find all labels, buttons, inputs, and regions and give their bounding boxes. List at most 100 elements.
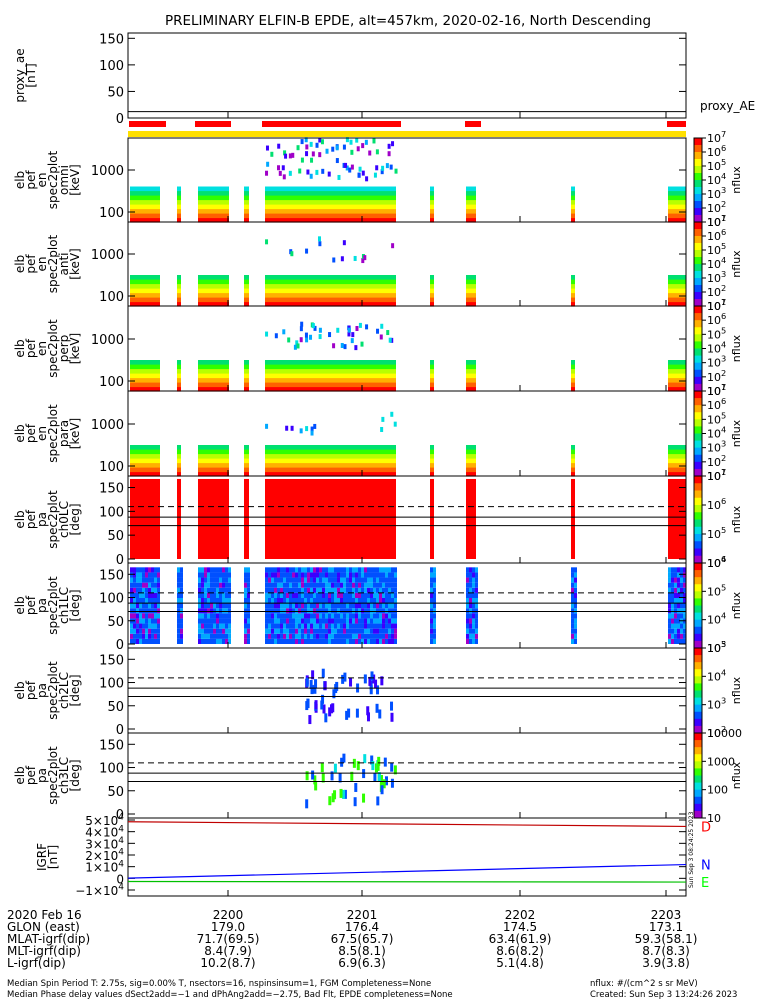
spectrogram-band — [130, 449, 160, 455]
pa-cell — [271, 587, 274, 593]
pa-cell — [177, 597, 180, 604]
pa-cell — [340, 608, 343, 614]
tick-label: 100 — [99, 375, 124, 390]
pa-cell — [316, 608, 319, 614]
colorbar-cell — [694, 405, 702, 413]
pa-cell — [382, 618, 385, 624]
pa-cell — [433, 623, 436, 629]
tick-label: 105 — [707, 582, 726, 598]
scatter-pixel — [360, 341, 364, 347]
pa-cell — [157, 597, 160, 604]
spectrogram-band — [265, 458, 396, 464]
pa-cell — [364, 638, 367, 644]
colorbar-cell — [694, 591, 702, 599]
pa-cell — [358, 623, 361, 629]
pa-cell — [304, 628, 307, 634]
pa-cell — [244, 597, 247, 604]
pa-cell — [136, 608, 139, 614]
pa-cell — [385, 572, 388, 578]
pa-cell — [310, 628, 313, 634]
pa-cell — [311, 770, 315, 780]
pa-cell — [313, 582, 316, 588]
pa-cell — [201, 608, 204, 614]
pa-cell — [307, 623, 310, 629]
spectrogram-band — [571, 382, 575, 388]
pa-cell — [222, 638, 225, 644]
y-axis-label: pef — [24, 595, 38, 615]
y-axis-label: [deg] — [68, 504, 82, 536]
pa-cell — [346, 582, 349, 588]
status-red-bar — [195, 121, 231, 127]
pa-cell — [366, 706, 370, 716]
colorbar-cell — [694, 640, 702, 649]
pa-cell — [469, 572, 472, 578]
pa-cell — [394, 623, 397, 629]
pa-cell — [219, 618, 222, 624]
pa-cell — [358, 587, 361, 593]
scatter-pixel — [305, 248, 309, 254]
pa-cell — [319, 613, 322, 619]
pa-cell — [139, 572, 142, 578]
pa-cell — [151, 628, 154, 634]
pa-cell — [268, 633, 271, 639]
pa-cell — [677, 638, 680, 644]
pa-cell — [680, 603, 683, 609]
spectrogram-band — [177, 218, 181, 223]
pa-cell — [213, 567, 216, 573]
pa-cell — [289, 603, 292, 609]
pa-cell — [373, 772, 377, 782]
pa-cell — [334, 597, 337, 604]
colorbar-cell — [694, 222, 702, 230]
pa-cell — [280, 613, 283, 619]
pa-cell — [142, 603, 145, 609]
pa-cell — [222, 628, 225, 634]
pa-cell — [210, 618, 213, 624]
pa-cell — [222, 603, 225, 609]
tick-label: 104 — [707, 667, 726, 683]
pa-cell — [265, 592, 268, 598]
pa-cell — [324, 713, 328, 723]
pa-cell — [322, 582, 325, 588]
pa-cell — [322, 704, 326, 714]
colorbar-label: nflux — [730, 334, 743, 362]
spectrogram-band — [668, 463, 686, 468]
tick-label: 0 — [116, 808, 124, 823]
pa-cell — [180, 592, 183, 598]
y-axis-label: elb — [13, 596, 27, 614]
pa-cell — [304, 633, 307, 639]
tick-label: 104 — [707, 425, 726, 441]
pa-cell — [213, 628, 216, 634]
pa-cell — [346, 623, 349, 629]
pa-cell — [364, 587, 367, 593]
pa-cell — [358, 592, 361, 598]
spectrogram-band — [265, 387, 396, 392]
pa-cell — [204, 597, 207, 604]
pa-cell — [355, 572, 358, 578]
spectrogram-band — [265, 191, 396, 196]
y-axis-label: elb — [13, 510, 27, 528]
pa-cell — [370, 572, 373, 578]
pa-cell — [301, 628, 304, 634]
pa-cell — [216, 592, 219, 598]
pa-cell — [382, 597, 385, 604]
pa-cell — [388, 618, 391, 624]
colorbar-cell — [694, 512, 702, 520]
pa-cell — [142, 623, 145, 629]
tick-label: 105 — [707, 157, 726, 173]
spectrogram-band — [668, 369, 686, 374]
legend-D: D — [701, 820, 711, 835]
colorbar-cell — [694, 440, 702, 449]
scatter-pixel — [385, 163, 389, 169]
colorbar-cell — [694, 299, 702, 307]
pa-cell — [304, 582, 307, 588]
pa-cell — [671, 633, 674, 639]
colorbar-cell — [694, 454, 702, 463]
scatter-pixel — [328, 332, 332, 338]
pa-cell — [280, 628, 283, 634]
pa-cell — [340, 618, 343, 624]
pa-cell — [382, 572, 385, 578]
pa-cell — [367, 638, 370, 644]
pa-cell — [274, 633, 277, 639]
pa-cell — [340, 592, 343, 598]
pa-cell — [148, 603, 151, 609]
